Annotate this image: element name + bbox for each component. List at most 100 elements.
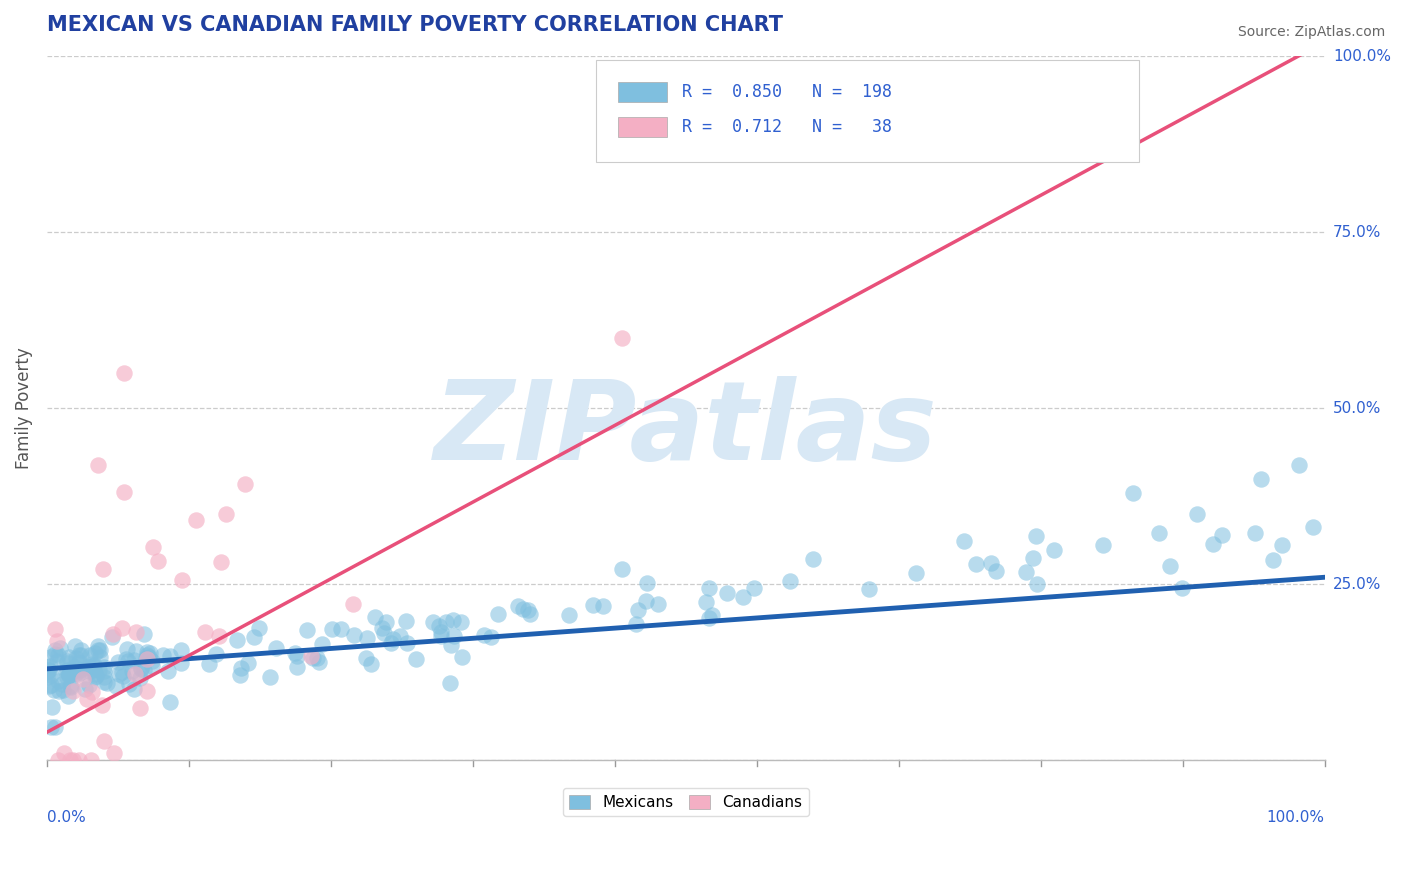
FancyBboxPatch shape [619,82,666,102]
Point [486,607,509,621]
Point [159,695,181,709]
Point [77,659,100,673]
Point [1025,576,1047,591]
Point [87,639,110,653]
Point [295,623,318,637]
Point [121,664,143,678]
Point [100,631,122,645]
Point [58,668,80,682]
Point [953,534,976,549]
Point [284,646,307,660]
Point [118,676,141,690]
Point [41,678,63,692]
Point [636,576,658,591]
Point [90,698,112,712]
Point [697,581,720,595]
Point [70,648,93,663]
Point [233,476,256,491]
Point [434,615,457,630]
Point [1021,550,1043,565]
Point [59,680,82,694]
Point [135,652,157,666]
Point [226,632,249,647]
Point [67,656,90,670]
Point [733,591,755,605]
Point [48,674,70,689]
Point [39,720,62,734]
Point [1288,458,1310,472]
Point [44,622,66,636]
Point [107,655,129,669]
Point [135,651,157,665]
Point [39,649,62,664]
Point [52,682,75,697]
Point [215,507,238,521]
Point [430,630,453,644]
Point [302,651,325,665]
Text: R =  0.712   N =   38: R = 0.712 N = 38 [682,118,891,136]
Point [56,689,79,703]
Text: 0.0%: 0.0% [46,810,86,825]
Point [443,629,465,643]
Point [984,564,1007,578]
Point [157,664,180,678]
Point [247,621,270,635]
Point [354,651,377,665]
Text: 50.0%: 50.0% [1333,401,1381,416]
Point [205,647,228,661]
Point [395,614,418,628]
Point [56,663,79,677]
Point [422,615,444,629]
Point [647,597,669,611]
Point [93,664,115,678]
Point [38,663,60,677]
Point [1043,543,1066,558]
Point [440,638,463,652]
Point [39,668,62,682]
Point [1015,565,1038,579]
Point [59,753,82,767]
Point [1271,538,1294,552]
Point [59,664,82,678]
Point [170,656,193,670]
Point [111,665,134,680]
Point [67,667,90,681]
Point [67,648,90,662]
Point [115,651,138,665]
Point [342,597,364,611]
Point [58,668,80,682]
Point [1025,529,1047,543]
Text: 25.0%: 25.0% [1333,577,1381,591]
Point [93,675,115,690]
FancyBboxPatch shape [619,117,666,137]
Point [700,607,723,622]
Point [396,635,419,649]
Point [124,667,146,681]
Point [122,653,145,667]
Point [558,607,581,622]
Point [380,636,402,650]
Point [1263,553,1285,567]
Point [699,610,721,624]
Point [264,640,287,655]
Point [508,599,530,613]
Point [93,660,115,674]
Point [46,633,69,648]
Point [208,629,231,643]
Point [343,628,366,642]
Point [1302,519,1324,533]
Point [48,684,70,698]
Point [44,647,66,661]
Point [56,656,79,670]
Point [35,660,58,674]
Point [626,602,648,616]
Point [610,331,633,345]
Point [107,666,129,681]
Point [89,649,111,664]
Point [198,657,221,671]
Point [55,670,77,684]
Point [801,552,824,566]
Point [111,621,134,635]
Point [512,602,534,616]
Point [46,648,69,663]
